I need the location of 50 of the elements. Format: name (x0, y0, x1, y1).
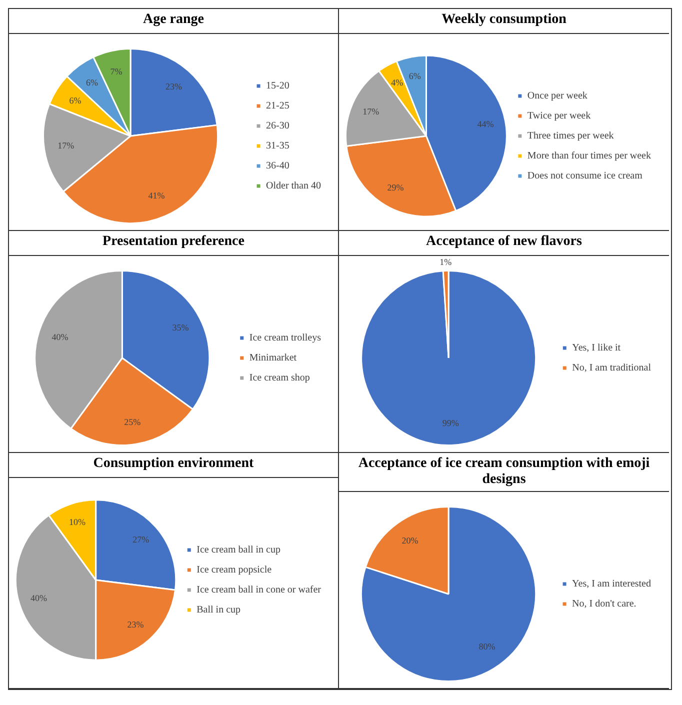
legend-label: 26-30 (266, 120, 290, 132)
legend-label: Ball in cup (196, 604, 241, 616)
legend-label: Twice per week (527, 110, 591, 122)
legend-label: 36-40 (266, 160, 290, 172)
chart-title: Presentation preference (9, 231, 338, 256)
legend-label: 31-35 (266, 140, 290, 152)
chart-title: Age range (9, 9, 338, 34)
legend-label: Three times per week (527, 130, 614, 142)
data-label: 7% (110, 66, 123, 76)
data-label: 17% (58, 140, 75, 151)
data-label: 6% (86, 77, 99, 88)
legend-label: More than four times per week (527, 150, 652, 162)
legend-label: Ice cream popsicle (196, 564, 272, 576)
legend-label: Ice cream ball in cup (196, 544, 280, 556)
legend-label: Ice cream shop (249, 372, 310, 384)
data-label: 35% (172, 322, 190, 333)
legend-label: Does not consume ice cream (527, 170, 643, 182)
legend-label: Yes, I like it (572, 342, 621, 354)
legend-label: No, I don't care. (572, 598, 636, 610)
data-label: 6% (408, 71, 422, 82)
legend-label: Ice cream ball in cone or wafer (196, 584, 322, 596)
data-label: 80% (478, 641, 496, 652)
data-label: 6% (69, 95, 82, 106)
chart-title: Consumption environment (9, 453, 338, 478)
data-label: 1% (440, 257, 452, 268)
data-label: 23% (166, 81, 183, 92)
data-label: 4% (391, 77, 404, 88)
data-label: 25% (124, 416, 142, 427)
legend-label: Once per week (527, 90, 588, 102)
data-label: 40% (30, 592, 48, 603)
chart-title: Acceptance of new flavors (339, 231, 669, 256)
data-label: 44% (477, 119, 494, 130)
data-label: 99% (442, 418, 460, 428)
chart-title: Weekly consumption (339, 9, 669, 34)
data-label: 10% (69, 517, 86, 528)
chart-title: Acceptance of ice cream consumption with emoji designs (339, 453, 669, 492)
legend-label: Minimarket (249, 352, 297, 364)
legend-label: Older than 40 (266, 180, 322, 192)
legend-label: No, I am traditional (572, 362, 652, 374)
data-label: 27% (132, 534, 150, 545)
legend-label: Yes, I am interested (572, 578, 652, 590)
data-label: 17% (362, 106, 380, 116)
legend-label: 21-25 (266, 100, 290, 112)
legend-label: 15-20 (266, 80, 290, 92)
data-label: 20% (402, 535, 419, 546)
data-label: 41% (148, 190, 166, 200)
data-label: 29% (387, 182, 404, 192)
data-label: 40% (52, 332, 69, 342)
legend-label: Ice cream trolleys (249, 332, 322, 344)
data-label: 23% (127, 619, 144, 630)
